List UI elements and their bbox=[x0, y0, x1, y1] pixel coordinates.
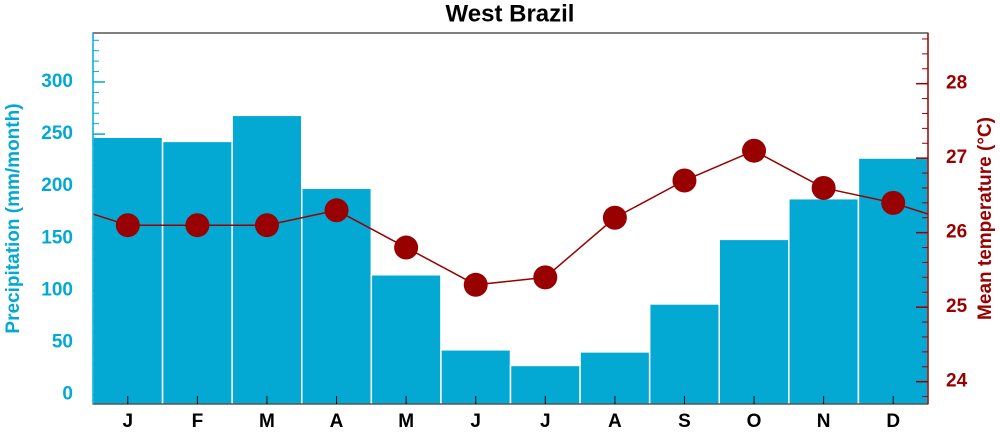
bar bbox=[370, 274, 442, 405]
x-tick-label: M bbox=[259, 411, 275, 432]
marker bbox=[324, 198, 349, 223]
marker bbox=[602, 205, 627, 230]
y2-tick-label: 25 bbox=[946, 296, 968, 317]
y2-tick-label: 24 bbox=[946, 371, 968, 392]
y2-tick-label: 28 bbox=[946, 73, 967, 94]
bar bbox=[788, 197, 860, 405]
x-tick-label: S bbox=[678, 411, 691, 432]
x-tick-label: J bbox=[540, 411, 551, 432]
chart-title: West Brazil bbox=[446, 0, 575, 27]
marker bbox=[115, 213, 140, 238]
y-tick-label: 100 bbox=[41, 279, 73, 300]
x-tick-label: A bbox=[330, 411, 344, 432]
x-tick-label: F bbox=[192, 411, 204, 432]
marker bbox=[463, 272, 488, 297]
x-tick-label: M bbox=[398, 411, 414, 432]
x-tick-label: J bbox=[123, 411, 134, 432]
marker bbox=[394, 235, 419, 260]
bar bbox=[440, 349, 512, 405]
y2-tick-label: 26 bbox=[946, 222, 967, 243]
y-axis-label: Precipitation (mm/month) bbox=[3, 103, 24, 333]
y-tick-label: 200 bbox=[41, 175, 73, 196]
x-tick-label: N bbox=[817, 411, 831, 432]
x-tick-label: D bbox=[886, 411, 900, 432]
y-tick-label: 150 bbox=[41, 227, 73, 248]
marker bbox=[811, 175, 836, 200]
marker bbox=[881, 190, 906, 215]
y-tick-label: 250 bbox=[41, 123, 73, 144]
x-tick-label: A bbox=[608, 411, 622, 432]
marker bbox=[254, 213, 279, 238]
y-tick-label: 50 bbox=[52, 332, 73, 353]
bar bbox=[718, 238, 790, 405]
bar bbox=[161, 140, 233, 405]
bar bbox=[92, 136, 164, 405]
bar bbox=[231, 114, 303, 405]
y2-axis-label: Mean temperature (°C) bbox=[975, 117, 996, 320]
marker bbox=[185, 213, 210, 238]
marker bbox=[672, 168, 697, 193]
x-tick-label: O bbox=[747, 411, 762, 432]
bar bbox=[648, 303, 721, 405]
y-tick-label: 0 bbox=[62, 384, 73, 405]
y2-tick-label: 27 bbox=[946, 147, 967, 168]
marker bbox=[742, 138, 767, 163]
y-tick-label: 300 bbox=[41, 71, 73, 92]
marker bbox=[533, 265, 558, 290]
bar bbox=[301, 187, 373, 405]
x-tick-label: J bbox=[470, 411, 481, 432]
